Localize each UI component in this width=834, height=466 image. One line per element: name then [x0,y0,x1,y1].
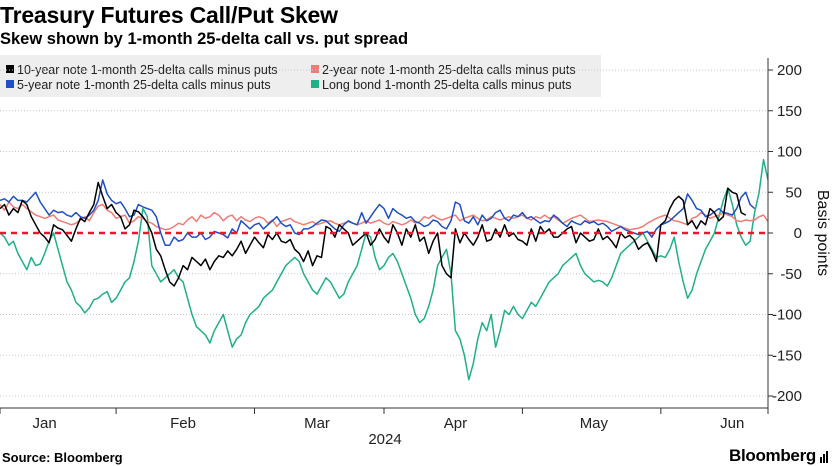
x-tick-label: Mar [304,415,330,432]
gridlines [0,69,768,397]
bloomberg-logo: Bloomberg [728,446,816,465]
y-tick-label: 50 [785,184,802,201]
y-tick-label: 200 [777,62,802,79]
y-tick-label: 150 [777,103,802,120]
x-axis-year-label: 2024 [368,431,401,448]
x-tick-label: Feb [170,415,196,432]
y-tick-label: -100 [772,307,802,324]
legend-swatch-2y [311,65,319,73]
x-tick-label: Jan [33,415,57,432]
legend-label-2y: 2-year note 1-month 25-delta calls minus… [322,63,576,77]
series-line [0,179,756,246]
x-tick-label: Apr [444,415,467,432]
bloomberg-bars-icon [820,451,828,463]
legend-label-5y: 5-year note 1-month 25-delta calls minus… [17,78,271,92]
y-tick-label: -200 [772,388,802,405]
chart-subtitle: Skew shown by 1-month 25-delta call vs. … [0,30,409,48]
legend: 10-year note 1-month 25-delta calls minu… [6,63,576,92]
y-tick-label: 100 [777,144,802,161]
series-line [0,201,769,231]
x-tick-label: May [580,415,609,432]
y-tick-label: 0 [794,225,802,242]
chart-title: Treasury Futures Call/Put Skew [0,2,338,28]
y-tick-label: -50 [780,266,802,283]
series-line [0,158,769,381]
x-axis: Jan Feb Mar Apr May Jun [0,407,769,432]
series-lines [0,158,769,381]
legend-label-long-bond: Long bond 1-month 25-delta calls minus p… [322,78,571,92]
legend-swatch-5y [6,80,14,88]
legend-swatch-10y [6,65,14,73]
source-note: Source: Bloomberg [2,450,123,465]
x-tick-label: Jun [720,415,744,432]
y-axis: 200 150 100 50 0 -50 -100 -150 -200 [767,58,802,410]
legend-swatch-long-bond [311,80,319,88]
legend-background [0,55,601,97]
y-tick-label: -150 [772,347,802,364]
y-axis-label: Basis points [814,190,831,276]
